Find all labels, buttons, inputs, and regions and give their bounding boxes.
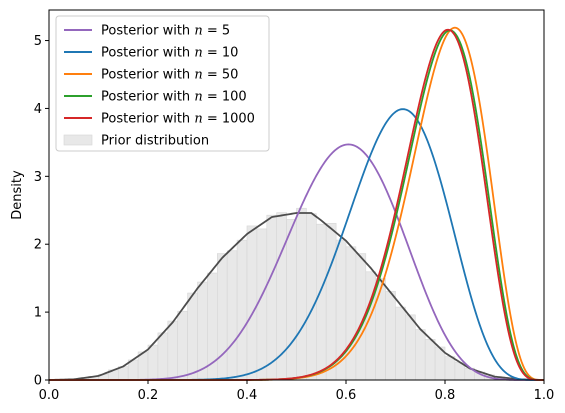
plot-frame (48, 9, 545, 381)
prior-bar (177, 310, 188, 381)
legend-entry: Prior distribution (101, 134, 209, 149)
prior-bar (375, 278, 386, 381)
y-tick-label: 2 (34, 238, 42, 253)
x-tick-label: 0.6 (336, 388, 357, 403)
prior-bar (444, 356, 456, 381)
prior-bar (325, 223, 337, 381)
legend-entry: Posterior with n = 5 (101, 24, 230, 39)
legend-swatch (63, 134, 93, 146)
prior-bar (246, 225, 258, 381)
y-tick-label: 3 (34, 170, 42, 185)
prior-bar (236, 239, 248, 381)
x-tick-label: 0.2 (138, 388, 159, 403)
y-tick-label: 4 (34, 102, 42, 117)
prior-bar (167, 320, 179, 381)
y-tick-label: 1 (34, 306, 42, 321)
prior-bar (157, 332, 169, 381)
legend-box (55, 15, 270, 152)
prior-bar (197, 281, 208, 381)
prior-bar (217, 253, 228, 381)
prior-kde (48, 212, 545, 381)
prior-bar (266, 214, 277, 381)
prior-bar (405, 314, 416, 381)
legend-entry: Posterior with n = 1000 (101, 112, 255, 127)
legend-entry: Posterior with n = 10 (101, 46, 238, 61)
x-axis: 0.0 0.2 0.4 0.6 0.8 1.0 (39, 380, 555, 403)
prior-bar (385, 291, 396, 381)
y-axis-label: Density (10, 170, 25, 220)
prior-bar (286, 219, 297, 381)
x-tick-label: 1.0 (534, 388, 555, 403)
legend: Posterior with n = 5 Posterior with n = 1… (55, 15, 270, 152)
x-tick-label: 0.8 (435, 388, 456, 403)
prior-bar (147, 344, 159, 381)
prior-bar (306, 213, 317, 381)
prior-bar (424, 339, 436, 381)
prior-bar (395, 306, 406, 381)
prior-bar (315, 223, 327, 381)
legend-entry: Posterior with n = 100 (101, 90, 247, 105)
prior-kde-line (48, 212, 545, 381)
x-tick-label: 0.0 (39, 388, 60, 403)
prior-bar (414, 329, 426, 381)
y-axis: 0 1 2 3 4 5 (34, 34, 49, 389)
y-tick-label: 5 (34, 34, 42, 49)
prior-bar (256, 228, 268, 381)
prior-bar (226, 250, 238, 381)
prior-bar (345, 246, 357, 381)
prior-bar (187, 292, 198, 381)
y-tick-label: 0 (34, 374, 42, 389)
x-tick-label: 0.4 (237, 388, 258, 403)
prior-histogram (58, 207, 535, 381)
legend-entry: Posterior with n = 50 (101, 68, 238, 83)
prior-bar (296, 207, 307, 381)
